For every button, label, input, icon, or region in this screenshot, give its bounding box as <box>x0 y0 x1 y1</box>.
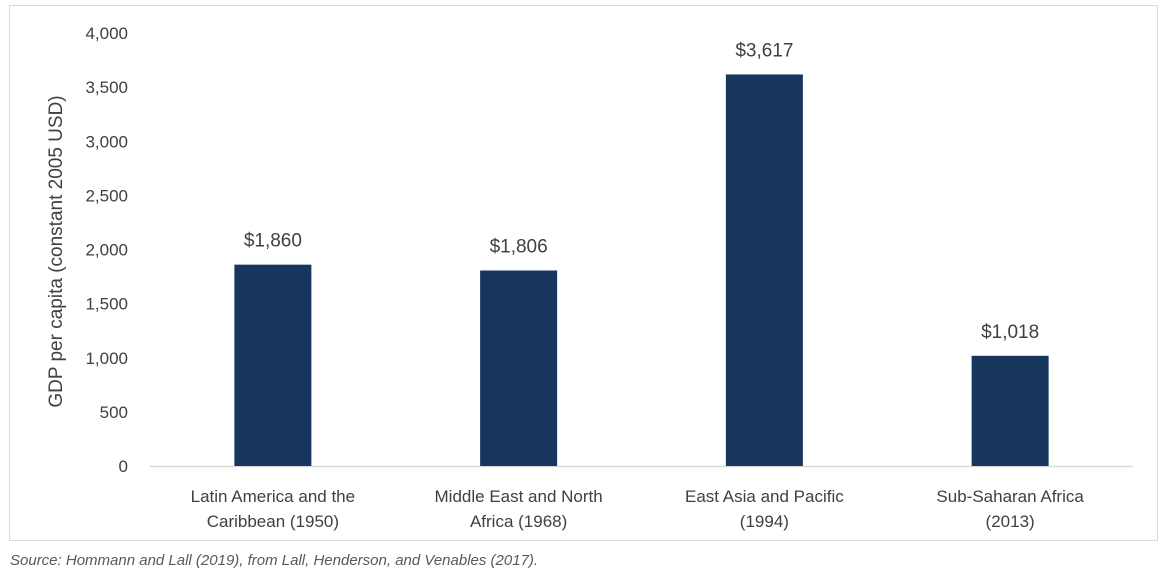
y-tick-label: 1,500 <box>85 295 128 314</box>
data-label: $1,018 <box>981 322 1039 343</box>
y-tick-label: 1,000 <box>85 349 128 368</box>
chart-frame <box>9 5 1158 541</box>
y-tick-label: 4,000 <box>85 24 128 43</box>
x-tick-label: Caribbean (1950) <box>207 512 339 531</box>
x-tick-label: Sub-Saharan Africa <box>936 487 1084 506</box>
y-axis-title: GDP per capita (constant 2005 USD) <box>46 95 67 407</box>
y-tick-label: 2,500 <box>85 186 128 205</box>
x-tick-label: Latin America and the <box>191 487 355 506</box>
x-tick-label: Africa (1968) <box>470 512 567 531</box>
y-tick-label: 0 <box>119 457 128 476</box>
y-tick-label: 3,500 <box>85 78 128 97</box>
data-label: $1,860 <box>244 231 302 252</box>
x-tick-label: (2013) <box>986 512 1035 531</box>
x-tick-label: Middle East and North <box>435 487 603 506</box>
y-tick-label: 3,000 <box>85 132 128 151</box>
bar <box>971 355 1049 466</box>
bar <box>480 270 558 466</box>
y-tick-label: 2,000 <box>85 241 128 260</box>
source-note: Source: Hommann and Lall (2019), from La… <box>10 552 539 569</box>
bar <box>725 74 803 466</box>
data-label: $3,617 <box>735 40 793 61</box>
bar <box>234 264 312 466</box>
y-tick-label: 500 <box>100 403 128 422</box>
x-tick-label: East Asia and Pacific <box>685 487 844 506</box>
x-tick-label: (1994) <box>740 512 789 531</box>
data-label: $1,806 <box>490 237 548 258</box>
